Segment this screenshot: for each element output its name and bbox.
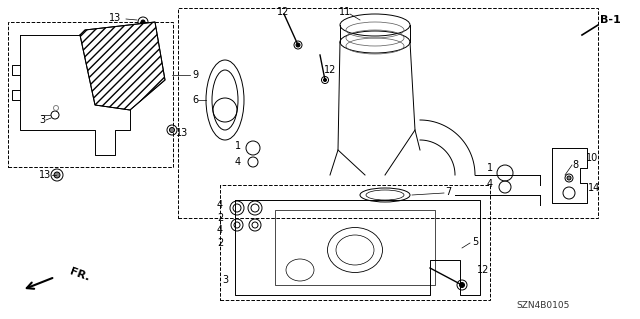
Bar — [8, 22, 173, 167]
Text: 13: 13 — [39, 170, 51, 180]
Text: 2: 2 — [217, 213, 223, 223]
Ellipse shape — [460, 283, 465, 287]
Bar — [220, 185, 490, 300]
Ellipse shape — [54, 172, 60, 178]
Text: 10: 10 — [586, 153, 598, 163]
Text: 12: 12 — [277, 7, 289, 17]
Text: 4: 4 — [487, 179, 493, 189]
Text: 4: 4 — [217, 225, 223, 235]
Text: 2: 2 — [217, 238, 223, 248]
Text: 5: 5 — [472, 237, 478, 247]
Bar — [178, 8, 598, 218]
Text: FR.: FR. — [68, 267, 91, 283]
Text: 4: 4 — [235, 157, 241, 167]
Text: 3: 3 — [222, 275, 228, 285]
Bar — [275, 210, 435, 285]
Polygon shape — [80, 22, 165, 110]
Ellipse shape — [567, 176, 571, 180]
Ellipse shape — [296, 43, 300, 47]
Text: 13: 13 — [109, 13, 121, 23]
Text: 4: 4 — [217, 200, 223, 210]
Text: 7: 7 — [445, 187, 451, 197]
Text: 1: 1 — [235, 141, 241, 151]
Text: 3: 3 — [39, 115, 45, 125]
Text: SZN4B0105: SZN4B0105 — [516, 300, 570, 309]
Ellipse shape — [170, 128, 175, 132]
Text: 12: 12 — [477, 265, 489, 275]
Ellipse shape — [141, 20, 145, 24]
Ellipse shape — [323, 78, 326, 81]
Text: 12: 12 — [324, 65, 336, 75]
Text: 6: 6 — [192, 95, 198, 105]
Text: 11: 11 — [339, 7, 351, 17]
Text: 8: 8 — [572, 160, 578, 170]
Text: 1: 1 — [487, 163, 493, 173]
Text: 13: 13 — [176, 128, 188, 138]
Text: 9: 9 — [192, 70, 198, 80]
Text: 14: 14 — [588, 183, 600, 193]
Text: B-1: B-1 — [600, 15, 620, 25]
